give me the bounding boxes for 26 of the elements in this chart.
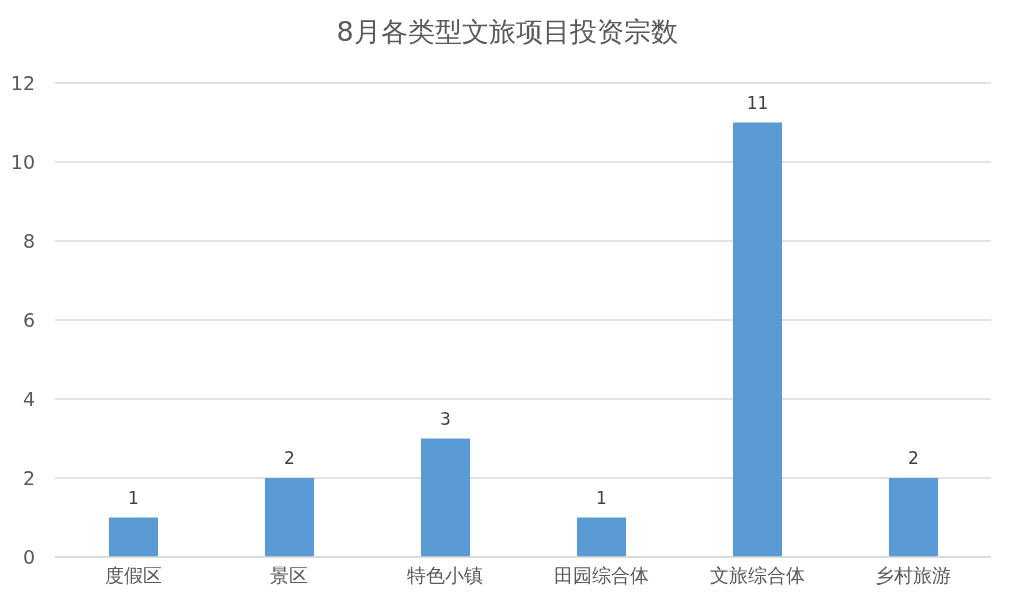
y-tick-label: 10 xyxy=(10,150,35,173)
y-tick-label: 4 xyxy=(22,387,35,410)
bar xyxy=(109,517,158,557)
bar xyxy=(421,438,470,557)
x-tick-label: 乡村旅游 xyxy=(875,564,951,587)
x-tick-label: 景区 xyxy=(270,564,308,587)
bar xyxy=(889,478,938,557)
y-tick-label: 2 xyxy=(22,466,35,489)
data-label: 2 xyxy=(908,448,919,468)
x-tick-label: 田园综合体 xyxy=(553,564,649,587)
x-tick-label: 文旅综合体 xyxy=(709,564,805,587)
chart-title: 8月各类型文旅项目投资宗数 xyxy=(335,15,679,49)
x-tick-label: 特色小镇 xyxy=(407,564,483,587)
y-tick-label: 0 xyxy=(22,545,35,568)
data-label: 11 xyxy=(746,92,769,113)
data-label: 3 xyxy=(440,408,451,429)
bar xyxy=(733,122,782,557)
data-label: 1 xyxy=(596,487,607,508)
y-tick-label: 8 xyxy=(22,229,35,252)
y-tick-label: 6 xyxy=(22,308,35,331)
y-tick-label: 12 xyxy=(10,71,35,94)
bar xyxy=(577,517,626,557)
data-label: 1 xyxy=(128,487,139,508)
data-label: 2 xyxy=(284,448,295,468)
bar xyxy=(265,478,314,557)
x-tick-label: 度假区 xyxy=(104,564,162,587)
